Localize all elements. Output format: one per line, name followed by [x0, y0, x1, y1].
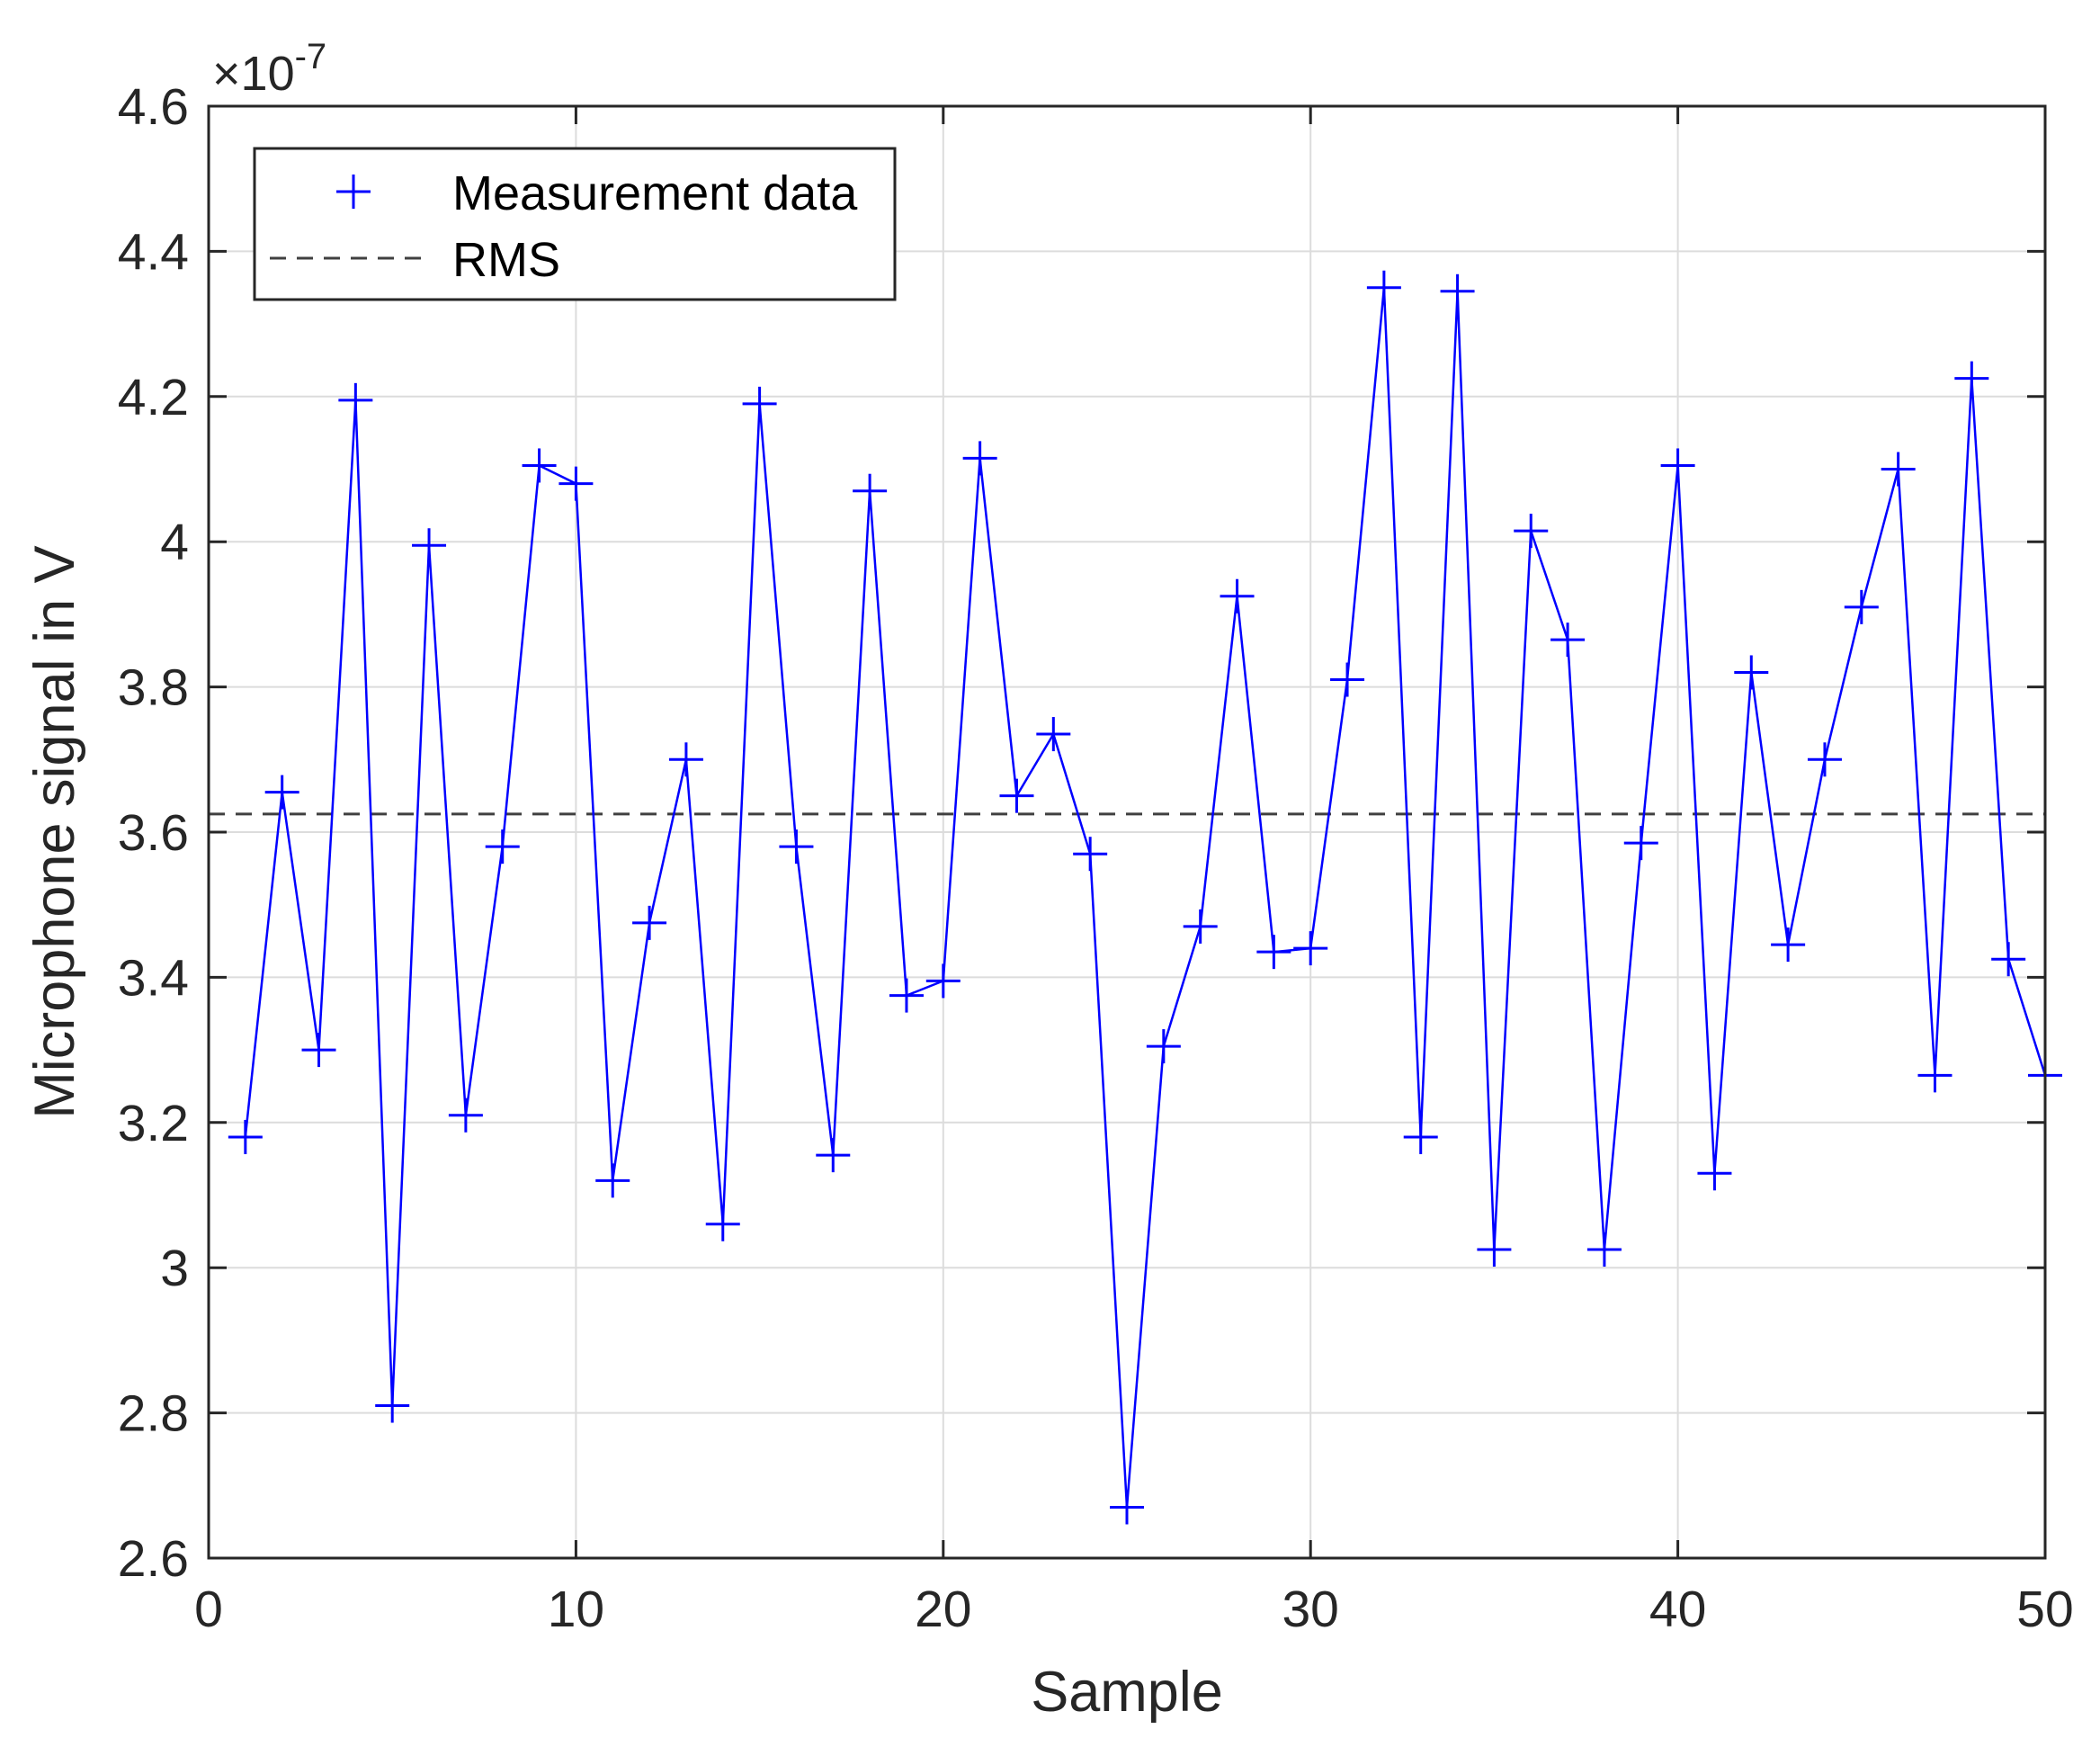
- y-axis-exponent: ×10-7: [212, 37, 326, 101]
- measurement-point: [1697, 1156, 1732, 1191]
- measurement-point: [889, 978, 924, 1013]
- measurement-point: [1183, 909, 1218, 944]
- measurement-point: [1440, 273, 1475, 309]
- y-axis-label: Microphone signal in V: [23, 545, 86, 1118]
- measurement-point: [705, 1206, 740, 1241]
- measurement-point: [1366, 270, 1401, 305]
- measurement-point: [1881, 452, 1916, 487]
- measurement-point: [962, 441, 997, 476]
- y-tick-label: 3: [160, 1240, 189, 1297]
- measurement-point: [522, 448, 557, 483]
- measurement-point: [816, 1138, 851, 1173]
- legend-label-rms: RMS: [452, 233, 560, 287]
- y-tick-label: 4: [160, 514, 189, 571]
- measurement-point: [1293, 931, 1328, 966]
- measurement-point: [264, 775, 299, 810]
- measurement-point: [1917, 1058, 1953, 1093]
- x-tick-label: 0: [194, 1581, 223, 1638]
- measurement-point: [1623, 826, 1658, 861]
- measurement-point: [925, 963, 961, 999]
- measurement-point: [1660, 448, 1695, 483]
- x-axis-ticks: 0 10 20 30 40 50: [194, 106, 2074, 1638]
- measurement-point: [1330, 662, 1365, 697]
- measurement-point: [1807, 742, 1842, 777]
- measurement-point: [1110, 1490, 1144, 1525]
- measurement-point: [595, 1163, 630, 1198]
- measurement-point: [1771, 927, 1806, 963]
- legend-label-measurement: Measurement data: [452, 166, 858, 220]
- y-tick-label: 4.6: [118, 78, 189, 136]
- legend-box: [253, 147, 897, 301]
- measurement-point: [1844, 589, 1879, 624]
- x-axis-label: Sample: [1031, 1661, 1223, 1724]
- measurement-point: [301, 1033, 336, 1068]
- y-tick-label: 4.4: [118, 223, 189, 281]
- measurement-point: [1991, 942, 2026, 977]
- measurement-line: [244, 286, 2047, 1509]
- y-tick-label: 3.4: [118, 949, 189, 1007]
- measurement-point: [853, 473, 888, 508]
- legend-plus-marker-icon: [336, 175, 371, 209]
- grid: [208, 105, 2046, 1559]
- measurement-point: [1256, 935, 1291, 970]
- measurement-point: [779, 829, 814, 865]
- measurement-point: [1734, 655, 1769, 690]
- measurement-point: [448, 1098, 483, 1133]
- measurement-point: [228, 1119, 263, 1154]
- y-axis-exponent-base: ×10: [212, 47, 295, 101]
- measurement-point: [1477, 1232, 1512, 1268]
- y-tick-label: 2.8: [118, 1385, 189, 1443]
- measurement-point: [999, 778, 1034, 813]
- legend: Measurement data RMS: [253, 147, 897, 301]
- y-tick-label: 3.2: [118, 1095, 189, 1152]
- y-axis-ticks: 2.6 2.8 3 3.2 3.4 3.6 3.8 4 4.2 4.4 4.6: [118, 78, 2045, 1588]
- x-tick-label: 50: [2016, 1581, 2073, 1638]
- y-tick-label: 3.6: [118, 804, 189, 862]
- measurement-point: [1954, 361, 1989, 396]
- measurement-series: [228, 270, 2062, 1525]
- measurement-point: [1036, 717, 1071, 752]
- measurement-point: [1073, 837, 1108, 872]
- y-tick-label: 2.6: [118, 1530, 189, 1588]
- measurement-point: [742, 386, 777, 421]
- measurement-point: [412, 528, 447, 563]
- measurement-point: [559, 466, 594, 501]
- y-tick-label: 3.8: [118, 659, 189, 717]
- measurement-point: [1550, 623, 1586, 658]
- measurement-point: [668, 742, 703, 777]
- measurement-point: [1586, 1232, 1622, 1268]
- x-tick-label: 10: [548, 1581, 604, 1638]
- measurement-point: [1514, 514, 1549, 549]
- measurement-point: [632, 905, 667, 940]
- measurement-point: [485, 829, 520, 865]
- measurement-point: [1403, 1119, 1438, 1154]
- measurement-point: [1220, 578, 1255, 614]
- x-tick-label: 40: [1649, 1581, 1706, 1638]
- x-tick-label: 30: [1282, 1581, 1338, 1638]
- x-tick-label: 20: [915, 1581, 971, 1638]
- measurement-point: [338, 382, 373, 417]
- y-tick-label: 4.2: [118, 369, 189, 426]
- measurement-point: [1146, 1029, 1181, 1064]
- measurement-point: [375, 1388, 410, 1423]
- y-axis-exponent-power: -7: [295, 37, 327, 76]
